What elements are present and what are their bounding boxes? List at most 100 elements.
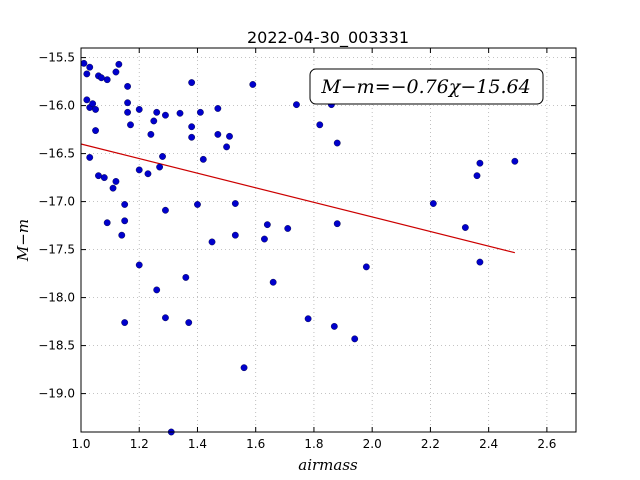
data-point xyxy=(214,130,222,138)
fit-annotation: M−m=−0.76χ−15.64 xyxy=(309,68,544,105)
y-tick-label: −15.5 xyxy=(38,51,75,65)
y-tick-label: −18.5 xyxy=(38,339,75,353)
data-point xyxy=(188,79,196,86)
data-point xyxy=(182,274,190,281)
y-tick-label: −16.0 xyxy=(38,99,75,113)
data-point xyxy=(330,322,338,330)
data-point xyxy=(208,238,216,246)
annotation-box xyxy=(309,68,544,105)
data-point xyxy=(269,278,277,286)
y-tick-label: −19.0 xyxy=(38,387,75,401)
data-point xyxy=(80,59,88,67)
data-point xyxy=(124,99,131,107)
data-point xyxy=(176,109,184,117)
data-point xyxy=(86,63,94,71)
data-point xyxy=(103,76,111,84)
data-point xyxy=(121,201,129,208)
data-point xyxy=(231,200,239,207)
data-point xyxy=(316,121,324,129)
data-point xyxy=(159,153,166,160)
data-point xyxy=(153,286,161,294)
data-point xyxy=(223,143,230,151)
data-point xyxy=(188,133,196,141)
y-tick-label: −17.5 xyxy=(38,243,75,257)
data-point xyxy=(194,201,201,208)
data-point xyxy=(156,163,164,171)
data-point xyxy=(188,123,196,131)
data-point xyxy=(263,221,271,229)
data-point xyxy=(135,261,143,269)
data-point xyxy=(124,83,131,90)
data-point xyxy=(112,178,120,185)
data-point xyxy=(511,157,519,165)
data-point xyxy=(461,224,469,231)
data-point xyxy=(150,117,158,125)
data-point xyxy=(199,155,207,163)
data-point xyxy=(83,96,91,104)
x-tick-label: 1.0 xyxy=(71,437,90,451)
data-point xyxy=(86,154,94,161)
data-point xyxy=(196,108,204,116)
data-point xyxy=(476,159,484,167)
data-point xyxy=(261,235,268,243)
x-tick-label: 2.2 xyxy=(421,437,440,451)
y-tick-label: −17.0 xyxy=(38,195,75,209)
plot-frame xyxy=(80,47,577,433)
data-point xyxy=(135,106,143,113)
data-point xyxy=(112,68,120,76)
x-tick-label: 1.4 xyxy=(188,437,207,451)
data-point xyxy=(118,231,126,239)
data-point xyxy=(124,108,131,116)
data-point xyxy=(103,219,111,227)
data-point xyxy=(351,335,359,343)
data-point xyxy=(97,74,105,82)
data-points xyxy=(80,59,519,436)
data-point xyxy=(162,314,169,322)
data-point xyxy=(284,225,292,232)
data-point xyxy=(240,364,248,372)
data-point xyxy=(185,319,193,326)
data-point xyxy=(473,172,481,180)
data-point xyxy=(153,108,161,116)
annotation-text: M−m=−0.76χ−15.64 xyxy=(320,76,530,98)
data-point xyxy=(249,81,257,88)
data-point xyxy=(89,100,97,108)
data-point xyxy=(92,127,99,134)
data-point xyxy=(333,220,341,228)
data-point xyxy=(121,217,129,225)
data-point xyxy=(135,166,143,174)
y-axis-ticks: −15.5 −16.0 −16.5 −17.0 −17.5 −18.0 −18.5 −19.0 xyxy=(38,51,576,401)
data-point xyxy=(83,70,91,78)
data-point xyxy=(121,319,129,326)
data-point xyxy=(429,200,437,207)
data-point xyxy=(362,263,370,271)
data-point xyxy=(231,231,239,239)
data-point xyxy=(162,111,169,119)
x-axis-ticks: 1.0 1.2 1.4 1.6 1.8 2.0 2.2 2.4 2.6 xyxy=(71,48,556,451)
data-point xyxy=(226,132,233,140)
y-tick-label: −18.0 xyxy=(38,291,75,305)
x-tick-label: 2.6 xyxy=(537,437,556,451)
x-tick-label: 2.0 xyxy=(363,437,382,451)
data-point xyxy=(127,121,134,129)
data-point xyxy=(109,184,117,192)
fit-line-layer xyxy=(80,143,515,254)
x-tick-label: 1.8 xyxy=(304,437,323,451)
data-point xyxy=(92,106,99,113)
data-point xyxy=(476,258,484,266)
data-point xyxy=(147,130,155,138)
data-point xyxy=(333,139,341,147)
chart-title: 2022-04-30_003331 xyxy=(247,28,409,48)
x-tick-label: 2.4 xyxy=(479,437,498,451)
fit-line xyxy=(80,143,515,254)
data-point xyxy=(162,206,169,214)
data-point xyxy=(100,174,108,182)
data-point xyxy=(144,170,152,178)
y-tick-label: −16.5 xyxy=(38,147,75,161)
x-axis-label: airmass xyxy=(298,456,358,474)
data-point xyxy=(214,105,222,112)
x-tick-label: 1.6 xyxy=(246,437,265,451)
data-point xyxy=(115,60,123,68)
data-point xyxy=(293,101,300,109)
